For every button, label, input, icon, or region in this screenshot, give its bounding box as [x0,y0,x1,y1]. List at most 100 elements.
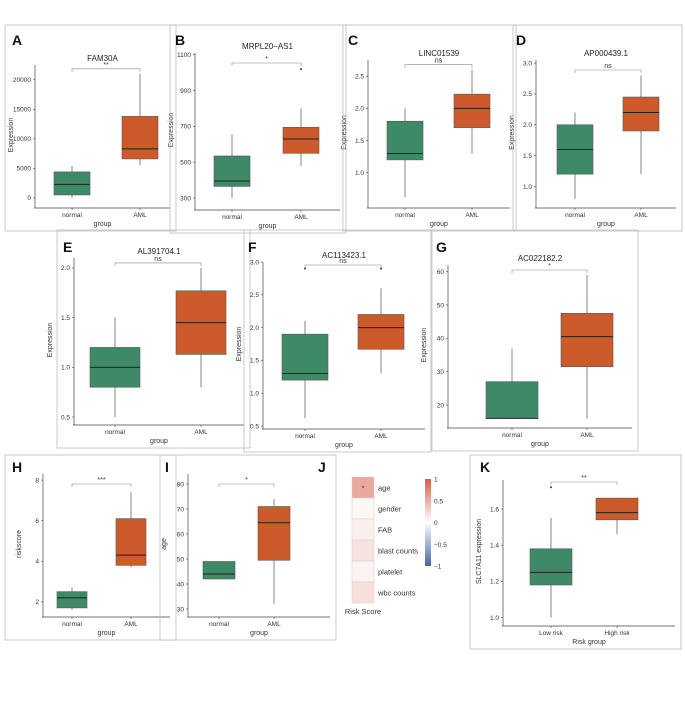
x-axis-title: Risk Score [345,607,381,616]
y-tick-label: 2.5 [250,292,259,299]
y-tick-label: 70 [177,506,185,513]
y-axis-title: riskscore [16,530,23,558]
y-tick-label: 3.0 [523,60,532,67]
y-tick-label: 2.0 [355,106,364,113]
y-tick-label: 10000 [13,136,31,143]
y-tick-label: 8 [35,477,39,484]
box-normal [281,267,329,419]
box-body [622,96,660,132]
panel-H: H 2 4 6 8 normal AML *** group riskscore [4,454,177,641]
box-aml [115,492,147,568]
row-label: FAB [378,526,392,535]
x-axis-title: group [150,438,168,445]
box-aml [622,75,660,175]
box-aml [121,73,159,166]
significance-label: ns [154,256,162,263]
y-tick-label: 2.5 [523,91,532,98]
panel-frame [169,24,347,234]
y-tick-label: 300 [180,195,191,202]
y-tick-label: 1.6 [490,506,499,513]
box-body [595,497,639,521]
y-tick-label: 2.0 [250,325,259,332]
panel-label: I [165,459,169,475]
box-normal [213,134,251,199]
x-axis-title: group [597,221,615,228]
x-tick-label: High risk [604,630,630,637]
x-tick-label: AML [580,432,594,439]
x-tick-label: normal [565,212,585,219]
significance-label: ns [339,258,347,265]
panel-frame [342,24,517,232]
y-tick-label: 1.0 [490,615,499,622]
significance-label: ns [604,63,612,70]
significance-label: * [245,477,248,484]
row-label: platelet [378,568,403,577]
panel-D: D AP000439.1 1.0 1.5 2.0 2.5 3.0 normal AML ns gro… [509,24,683,232]
y-tick-label: 1.4 [490,542,499,549]
heatmap-cell [351,539,375,562]
row-label: wbc counts [377,589,416,598]
significance-bracket [404,64,473,68]
y-axis-title: Expression [421,328,428,363]
box-normal [202,561,236,580]
y-tick-label: 60 [437,269,445,276]
panel-A: A FAM30A 0 5000 10000 15000 20000 normal AML ** gr… [4,24,177,232]
y-tick-label: 1.5 [61,315,70,322]
significance-label: ** [103,62,109,69]
y-tick-label: 3.0 [250,259,259,266]
x-tick-label: AML [267,621,281,628]
panel-frame [431,229,639,452]
y-axis-title: Expression [168,113,175,148]
panel-C: C LINC01539 1.0 1.5 2.0 2.5 normal AML ns group Ex… [341,24,517,232]
x-tick-label: AML [124,621,138,628]
x-tick-label: Low risk [539,630,564,637]
y-tick-label: 1.0 [250,391,259,398]
significance-bracket [231,62,302,66]
panel-frame [56,229,251,449]
box-body [357,314,405,350]
cell-annotation: * [362,486,365,493]
box-aml [560,275,614,419]
y-axis-title: Expression [47,323,54,358]
box-body [257,506,291,561]
panel-title: AP000439.1 [584,49,629,58]
y-axis-title: Expression [509,115,516,150]
y-tick-label: 5000 [17,166,32,173]
x-tick-label: normal [502,432,522,439]
box-normal [56,587,88,610]
panel-label: D [516,32,526,48]
panel-I: I 30 40 50 60 70 80 normal AML * group age [159,454,337,641]
box-normal [89,317,141,418]
panel-frame [243,229,432,453]
panel-label: C [348,32,358,48]
x-axis-title: group [259,223,277,230]
y-tick-label: 0.5 [250,423,259,430]
y-tick-label: 2.0 [61,265,70,272]
x-axis-title: group [430,221,448,228]
panel-title: LINC01539 [419,49,460,58]
y-tick-label: 1.2 [490,579,499,586]
panel-label: J [318,459,326,475]
y-tick-label: 1.0 [355,170,364,177]
significance-bracket [574,69,642,73]
panel-G: G AC022182.2 20 30 40 50 60 normal AML * group Expr… [421,229,639,452]
colorbar-tick-label: −1 [434,564,442,571]
panel-label: G [436,239,447,255]
x-axis-title: group [250,630,268,637]
panel-label: H [12,459,22,475]
y-tick-label: 1.0 [523,184,532,191]
box-aml [175,267,227,388]
heatmap-cell [351,560,375,583]
x-axis-title: Risk group [572,639,606,646]
panel-label: F [248,239,257,255]
x-axis-title: group [94,221,112,228]
significance-bracket [218,483,275,487]
colorbar-tick-label: 0.5 [434,498,443,505]
y-tick-label: 60 [177,531,185,538]
y-tick-label: 30 [177,606,185,613]
y-axis-title: age [161,538,168,550]
panel-label: K [480,459,490,475]
panel-frame [469,454,682,650]
significance-label: * [548,263,551,270]
